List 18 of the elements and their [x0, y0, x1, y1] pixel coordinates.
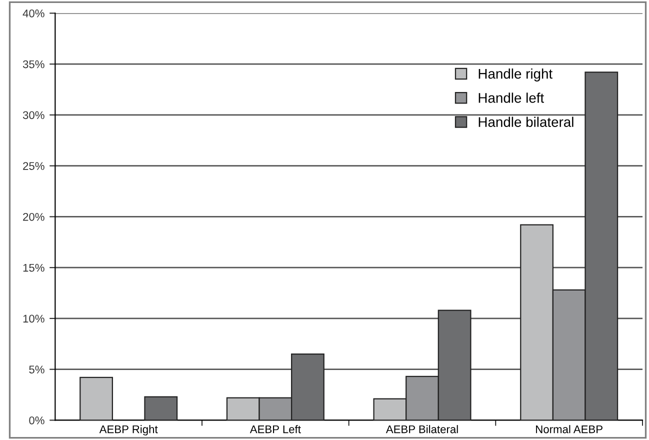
y-tick-label: 30% [22, 111, 44, 120]
y-tick-label: 35% [22, 60, 44, 68]
y-tick-label: 0% [29, 416, 44, 424]
bar [80, 376, 113, 420]
legend-label: Handle left [478, 92, 544, 103]
y-tick-label: 5% [29, 366, 44, 374]
y-tick-label: 15% [23, 264, 44, 272]
legend-label: Handle bilateral [478, 116, 574, 127]
y-tick-label: 20% [23, 212, 44, 221]
y-tick-label: 40% [22, 9, 44, 18]
x-tick-label: Normal AEBP [536, 425, 602, 434]
y-tick-label: 25% [23, 162, 44, 170]
x-tick-label: AEBP Bilateral [386, 425, 458, 434]
bar [144, 396, 178, 420]
legend-label: Handle right [478, 68, 552, 82]
x-tick-label: AEBP Left [250, 425, 301, 434]
x-tick-label: AEBP Right [99, 425, 158, 436]
y-tick-label: 10% [23, 314, 44, 323]
